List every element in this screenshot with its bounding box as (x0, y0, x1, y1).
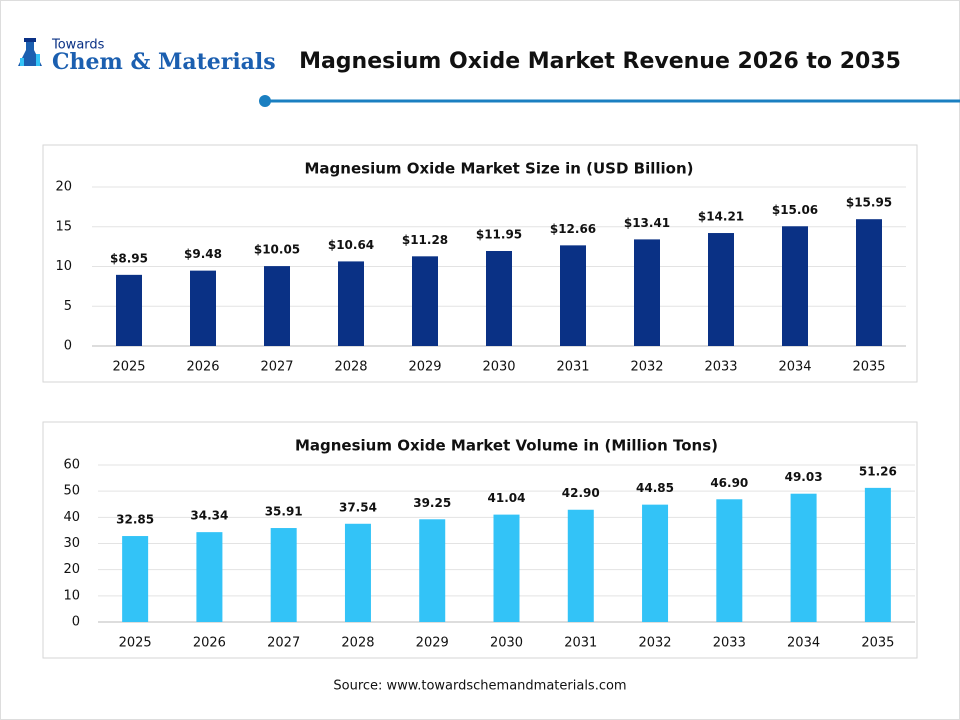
x-tick-label: 2030 (482, 360, 515, 375)
value-label: $9.48 (184, 247, 222, 261)
bar (864, 487, 891, 622)
bar (486, 250, 512, 346)
value-label: $11.28 (402, 233, 448, 247)
x-tick-label: 2026 (193, 636, 226, 651)
value-label: 34.34 (190, 509, 228, 523)
bar (493, 514, 520, 622)
y-tick-label: 10 (63, 588, 80, 603)
x-tick-label: 2026 (186, 360, 219, 375)
value-label: 41.04 (488, 491, 526, 505)
value-label: 35.91 (265, 505, 303, 519)
value-label: 32.85 (116, 513, 154, 527)
bar (634, 239, 660, 346)
value-label: 44.85 (636, 481, 674, 495)
x-tick-label: 2029 (408, 360, 441, 375)
value-label: $12.66 (550, 222, 596, 236)
value-label: 42.90 (562, 486, 600, 500)
x-tick-label: 2034 (778, 360, 811, 375)
value-label: $14.21 (698, 210, 744, 224)
x-tick-label: 2035 (861, 636, 894, 651)
bar (560, 245, 586, 346)
bar (116, 274, 142, 346)
source: Source: www.towardschemandmaterials.com (333, 679, 626, 694)
x-tick-label: 2027 (260, 360, 293, 375)
chart-panel (42, 144, 918, 383)
x-tick-label: 2025 (119, 636, 152, 651)
bar (567, 509, 594, 622)
bar (190, 270, 216, 346)
y-tick-label: 15 (55, 219, 72, 234)
x-tick-label: 2025 (112, 360, 145, 375)
x-tick-label: 2032 (630, 360, 663, 375)
bar (716, 499, 743, 622)
x-tick-label: 2033 (704, 360, 737, 375)
bar (270, 528, 297, 622)
value-label: 46.90 (710, 476, 748, 490)
logo-main: Chem & Materials (52, 49, 276, 75)
x-tick-label: 2030 (490, 636, 523, 651)
value-label: 49.03 (785, 470, 823, 484)
value-label: 51.26 (859, 464, 897, 478)
bar (344, 523, 371, 622)
bar (122, 536, 149, 622)
y-tick-label: 20 (63, 562, 80, 577)
bar (856, 219, 882, 346)
value-label: 39.25 (413, 496, 451, 510)
y-tick-label: 30 (63, 536, 80, 551)
bar (338, 261, 364, 346)
x-tick-label: 2033 (713, 636, 746, 651)
bar (419, 519, 446, 622)
value-label: $10.64 (328, 238, 374, 252)
bar (642, 504, 669, 622)
value-label: $11.95 (476, 227, 522, 241)
y-tick-label: 5 (64, 299, 72, 314)
x-tick-label: 2028 (334, 360, 367, 375)
page-title: Magnesium Oxide Market Revenue 2026 to 2… (299, 49, 901, 74)
value-label: $10.05 (254, 243, 300, 257)
y-tick-label: 0 (72, 615, 80, 630)
bar (790, 493, 817, 622)
x-tick-label: 2028 (341, 636, 374, 651)
header-dot (259, 95, 271, 107)
value-label: 37.54 (339, 500, 377, 514)
logo-icon (18, 38, 42, 66)
x-tick-label: 2034 (787, 636, 820, 651)
value-label: $15.06 (772, 203, 818, 217)
bar (412, 256, 438, 346)
value-label: $13.41 (624, 216, 670, 230)
y-tick-label: 10 (55, 259, 72, 274)
chart-title: Magnesium Oxide Market Volume in (Millio… (295, 437, 718, 455)
chart-title: Magnesium Oxide Market Size in (USD Bill… (305, 160, 694, 178)
y-tick-label: 60 (63, 458, 80, 473)
x-tick-label: 2032 (638, 636, 671, 651)
x-tick-label: 2029 (416, 636, 449, 651)
value-label: $15.95 (846, 196, 892, 210)
y-tick-label: 20 (55, 180, 72, 195)
x-tick-label: 2035 (852, 360, 885, 375)
y-tick-label: 0 (64, 339, 72, 354)
logo-top: Towards (51, 38, 105, 53)
y-tick-label: 50 (63, 484, 80, 499)
bar (196, 532, 223, 622)
x-tick-label: 2027 (267, 636, 300, 651)
x-tick-label: 2031 (556, 360, 589, 375)
x-tick-label: 2031 (564, 636, 597, 651)
bar (708, 233, 734, 346)
value-label: $8.95 (110, 251, 148, 265)
bar (782, 226, 808, 346)
chart-panel (42, 421, 918, 659)
bar (264, 266, 290, 346)
y-tick-label: 40 (63, 510, 80, 525)
